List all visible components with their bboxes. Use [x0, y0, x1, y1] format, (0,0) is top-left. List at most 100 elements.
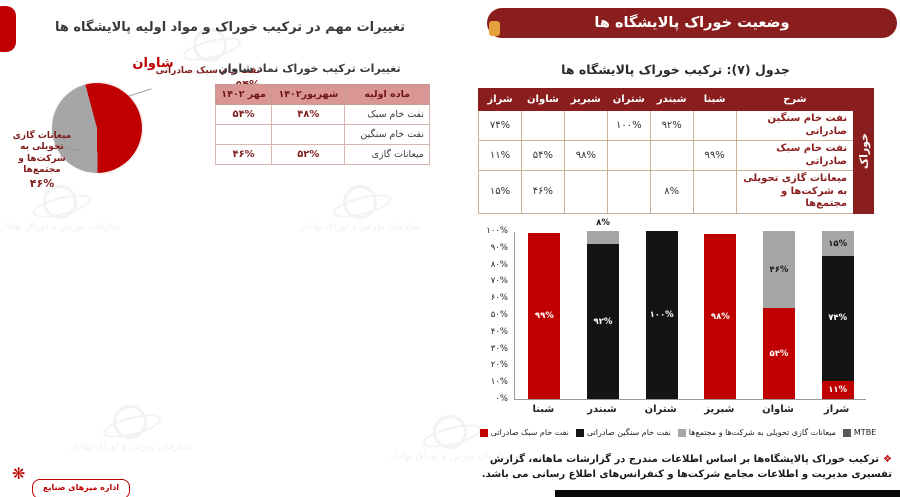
- legend-label: نفت خام سنگین صادراتی: [586, 428, 671, 437]
- mini-material-cell: نفت خام سنگین: [344, 124, 430, 145]
- main-column-header: شبندر: [649, 88, 694, 111]
- main-column-header: شبریز: [563, 88, 608, 111]
- main-table-row: نفت خام سبک صادراتی ۹۹% ۹۸% ۵۴% ۱۱%: [478, 140, 874, 171]
- y-tick-label: ۸۰%: [490, 259, 508, 270]
- flower-logo-icon: ❋: [12, 464, 26, 483]
- x-category-label: شبریز: [704, 404, 735, 415]
- footnote: ❖ترکیب خوراک پالایشگاه‌ها بر اساس اطلاعا…: [468, 452, 892, 482]
- main-column-header: شرح: [735, 88, 855, 111]
- y-tick-label: ۳۰%: [490, 343, 508, 354]
- main-table-header-row: خوراک شرح شبنا شبندر شتران شبریز شاوان شراز: [478, 88, 874, 214]
- watermark-text: سازمان بورس و اوراق بهادار: [300, 221, 421, 232]
- watermark-text: سازمان بورس و اوراق بهادار: [70, 441, 191, 452]
- footnote-text: ترکیب خوراک پالایشگاه‌ها بر اساس اطلاعات…: [481, 454, 892, 480]
- mini-value-cell: ۴۶%: [214, 144, 273, 165]
- bar-segment: ۱۱%: [821, 380, 854, 399]
- y-tick-label: ۲۰%: [490, 360, 508, 371]
- legend-label: میعانات گازی تحویلی به شرکت‌ها و مجتمع‌ه…: [688, 428, 836, 437]
- feedstock-group-cell: خوراک: [853, 88, 874, 214]
- bar-segment: ۱۰۰%: [645, 231, 678, 399]
- pie-callout-label: میعانات گازی تحویلی به شرکت‌ها و مجتمع‌ه…: [12, 131, 72, 175]
- main-table-row: میعانات گازی تحویلی به شرکت‌ها و مجتمع‌ه…: [478, 170, 874, 214]
- corner-accent-shape: [0, 6, 16, 52]
- mini-column-header: مهر ۱۴۰۲: [214, 84, 273, 105]
- bar-value-label: ۱۱%: [828, 384, 848, 395]
- value-cell: ۹۹%: [692, 140, 737, 171]
- bar-value-label: ۱۰۰%: [649, 310, 674, 320]
- stacked-bar: ۹۲% ۸%: [587, 218, 619, 399]
- department-badge: اداره میزهای صنایع: [32, 479, 131, 497]
- watermark: سازمان بورس و اوراق بهادار: [70, 405, 190, 452]
- x-category-label: شراز: [824, 404, 850, 415]
- x-category-label: شبندر: [587, 404, 617, 415]
- main-table-row: نفت خام سنگین صادراتی ۹۲% ۱۰۰% ۷۴%: [478, 110, 874, 141]
- watermark: سازمان بورس و اوراق بهادار: [0, 185, 120, 232]
- main-column-header: شبنا: [692, 88, 737, 111]
- legend-label: نفت خام سبک صادراتی: [490, 428, 569, 437]
- banner-gold-accent: [489, 21, 500, 36]
- pie-title: شاوان: [132, 56, 174, 71]
- bar-segment: ۱۵%: [821, 231, 854, 257]
- value-cell: ۹۸%: [563, 140, 608, 171]
- x-category-label: شتران: [644, 404, 677, 415]
- stacked-bar: ۵۴% ۴۶%: [763, 231, 795, 399]
- mini-material-cell: میعانات گازی: [344, 144, 430, 165]
- shavan-pie-chart: [51, 82, 143, 174]
- value-cell: ۸%: [649, 170, 694, 214]
- feedstock-table: خوراک شرح شبنا شبندر شتران شبریز شاوان شراز نفت …: [478, 88, 874, 214]
- mini-column-header: ماده اولیه: [344, 84, 430, 105]
- table-caption: جدول (۷): ترکیب خوراک پالایشگاه ها: [561, 62, 790, 77]
- value-cell: ۱۵%: [478, 170, 522, 214]
- mini-value-cell: [214, 124, 273, 145]
- bar-value-label: ۵۴%: [769, 348, 789, 359]
- y-tick-label: ۶۰%: [490, 293, 508, 304]
- pie-callout-pct: ۴۶%: [29, 177, 55, 190]
- chart-plot-area: ۹۹% ۹۲% ۸% ۱۰۰% ۹۸% ۵۴% ۴۶% ۱۱% ۷۴% ۱۵%: [514, 218, 866, 400]
- planet-logo-icon: [343, 185, 378, 219]
- mini-table-row: نفت خام سنگین: [214, 124, 430, 145]
- x-category-label: شاوان: [762, 404, 794, 415]
- watermark-text: سازمان بورس و اوراق بهادار: [0, 221, 121, 232]
- mini-table-title: تغییرات ترکیب خوراک نماد شاوان: [218, 62, 401, 75]
- main-table-wrap: خوراک شرح شبنا شبندر شتران شبریز شاوان شراز نفت …: [478, 88, 874, 214]
- y-tick-label: ۵۰%: [490, 310, 508, 320]
- mini-table-row: نفت خام سبک ۴۸% ۵۴%: [214, 104, 430, 125]
- mini-value-cell: ۵۴%: [214, 104, 273, 125]
- mini-material-cell: نفت خام سبک: [344, 104, 430, 125]
- mini-column-header: شهریور۱۴۰۲: [271, 84, 346, 105]
- planet-logo-icon: [113, 405, 148, 439]
- bar-value-label: ۹۲%: [593, 316, 613, 327]
- mini-table-row: میعانات گازی ۵۲% ۴۶%: [214, 144, 430, 165]
- pie-callout-condensate: میعانات گازی تحویلی به شرکت‌ها و مجتمع‌ه…: [2, 131, 82, 191]
- legend-marker: [842, 428, 851, 437]
- bottom-black-bar: [555, 490, 900, 497]
- main-column-header: شراز: [478, 88, 522, 111]
- bar-value-label: ۸%: [596, 218, 610, 228]
- stacked-bar: ۱۱% ۷۴% ۱۵%: [821, 231, 854, 399]
- bar-value-label: ۴۶%: [769, 264, 789, 275]
- mini-value-cell: [271, 124, 346, 145]
- value-cell: [520, 110, 565, 141]
- legend-label: MTBE: [853, 428, 877, 437]
- x-category-label: شبنا: [532, 404, 555, 415]
- row-label-cell: میعانات گازی تحویلی به شرکت‌ها و مجتمع‌ه…: [735, 170, 855, 214]
- bar-segment: ۵۴%: [763, 308, 795, 399]
- chart-legend: نفت خام سبک صادراتی نفت خام سنگین صادراتی…: [478, 428, 878, 437]
- stacked-bar: ۹۹%: [528, 231, 561, 399]
- y-tick-label: ۰%: [495, 394, 508, 404]
- value-cell: [606, 170, 651, 214]
- legend-marker: [575, 428, 584, 437]
- value-cell: ۱۱%: [478, 140, 522, 171]
- value-cell: [692, 170, 737, 214]
- mini-table-wrap: ماده اولیه شهریور۱۴۰۲ مهر ۱۴۰۲ نفت خام سبک ۴…: [214, 84, 430, 165]
- stacked-bar: ۱۰۰%: [645, 231, 678, 399]
- watermark: سازمان بورس و اوراق بهادار: [300, 185, 420, 232]
- bar-value-label: ۹۸%: [710, 311, 730, 322]
- diamond-bullet-icon: ❖: [883, 454, 892, 465]
- bar-segment: ۹۹%: [528, 232, 561, 399]
- bar-segment: [587, 231, 619, 245]
- page-title: وضعیت خوراک پالایشگاه ها: [594, 15, 790, 31]
- bar-segment: ۷۴%: [821, 256, 854, 381]
- shavan-changes-table: ماده اولیه شهریور۱۴۰۲ مهر ۱۴۰۲ نفت خام سبک ۴…: [214, 84, 430, 165]
